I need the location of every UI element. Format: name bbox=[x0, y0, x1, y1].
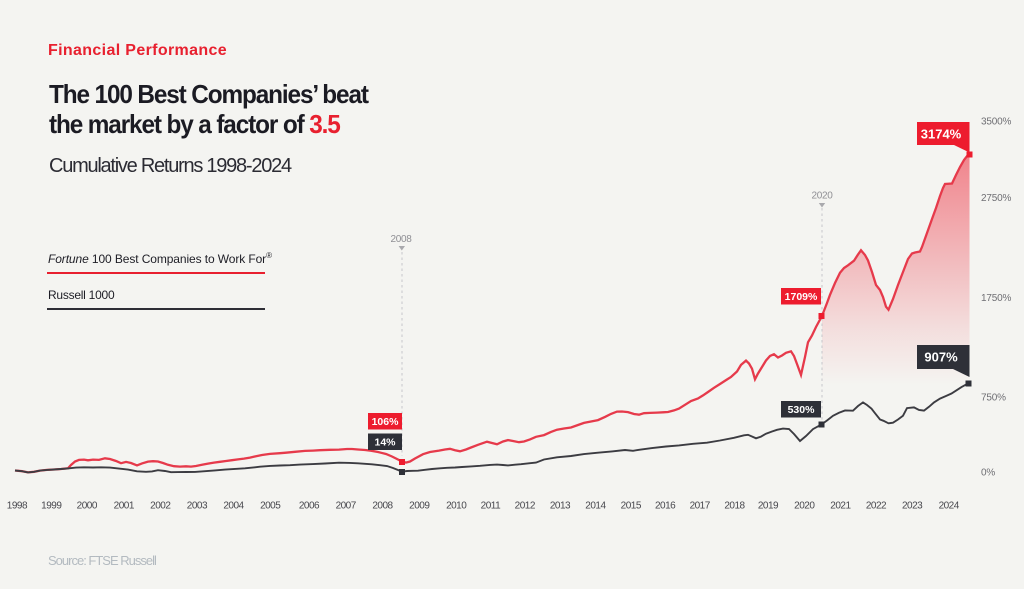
svg-text:2008: 2008 bbox=[372, 501, 393, 512]
svg-text:530%: 530% bbox=[788, 404, 816, 416]
svg-text:2017: 2017 bbox=[690, 501, 711, 512]
svg-text:14%: 14% bbox=[374, 437, 396, 449]
svg-text:2024: 2024 bbox=[939, 501, 960, 512]
svg-text:2023: 2023 bbox=[902, 501, 923, 512]
svg-text:2014: 2014 bbox=[585, 501, 606, 512]
svg-text:2002: 2002 bbox=[150, 501, 171, 512]
svg-text:2005: 2005 bbox=[260, 501, 281, 512]
svg-text:0%: 0% bbox=[981, 468, 995, 479]
svg-text:2001: 2001 bbox=[114, 501, 135, 512]
svg-text:2006: 2006 bbox=[299, 501, 320, 512]
svg-text:2021: 2021 bbox=[830, 501, 851, 512]
svg-text:2007: 2007 bbox=[336, 501, 357, 512]
svg-text:2013: 2013 bbox=[550, 501, 571, 512]
svg-text:2020: 2020 bbox=[811, 191, 833, 202]
svg-text:1999: 1999 bbox=[41, 501, 62, 512]
svg-text:2750%: 2750% bbox=[981, 193, 1011, 204]
svg-text:1709%: 1709% bbox=[785, 291, 818, 303]
svg-text:2009: 2009 bbox=[409, 501, 430, 512]
svg-text:1998: 1998 bbox=[7, 501, 28, 512]
svg-text:3500%: 3500% bbox=[981, 117, 1011, 128]
svg-text:106%: 106% bbox=[372, 416, 400, 428]
svg-text:3174%: 3174% bbox=[921, 127, 962, 142]
svg-text:2003: 2003 bbox=[187, 501, 208, 512]
svg-text:750%: 750% bbox=[981, 393, 1006, 404]
svg-text:2016: 2016 bbox=[655, 501, 676, 512]
svg-text:2011: 2011 bbox=[481, 501, 501, 512]
svg-text:2004: 2004 bbox=[223, 501, 244, 512]
svg-text:2022: 2022 bbox=[866, 501, 887, 512]
svg-text:2019: 2019 bbox=[758, 501, 779, 512]
svg-text:2008: 2008 bbox=[390, 234, 412, 245]
svg-text:2012: 2012 bbox=[515, 501, 536, 512]
svg-text:2020: 2020 bbox=[794, 501, 815, 512]
svg-text:907%: 907% bbox=[924, 350, 958, 365]
svg-text:2018: 2018 bbox=[724, 501, 745, 512]
svg-text:1750%: 1750% bbox=[981, 293, 1011, 304]
svg-text:2000: 2000 bbox=[77, 501, 98, 512]
svg-text:2015: 2015 bbox=[621, 501, 642, 512]
svg-text:2010: 2010 bbox=[446, 501, 467, 512]
